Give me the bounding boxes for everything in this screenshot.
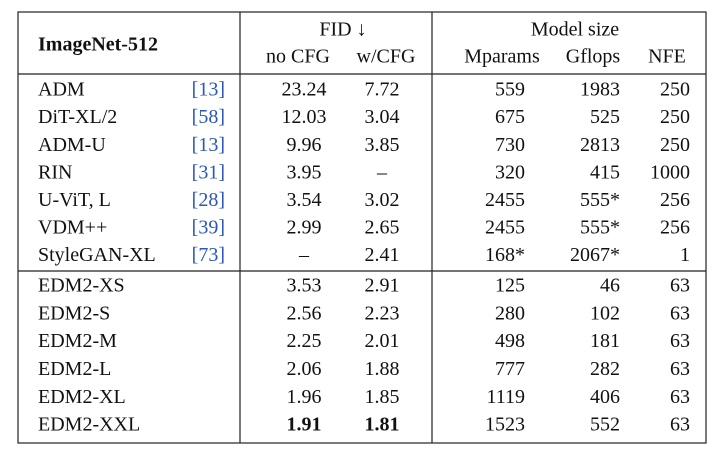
table-cell: 2067* xyxy=(570,244,620,266)
table-cell: 525 xyxy=(590,106,620,128)
table-cell: 1523 xyxy=(485,414,525,436)
method-name: EDM2-L xyxy=(38,358,111,380)
table-cell: 1.91 xyxy=(287,414,322,436)
table-cell: 2.56 xyxy=(287,302,322,324)
table-cell: 555* xyxy=(580,217,620,239)
table-cell: 63 xyxy=(670,330,690,352)
method-name: U-ViT, L xyxy=(38,189,111,211)
table-cell: 559 xyxy=(495,79,525,101)
header-cell: no CFG xyxy=(266,46,330,68)
citation: [13] xyxy=(192,134,225,156)
table-cell: 250 xyxy=(660,106,690,128)
table-cell: 168* xyxy=(485,244,525,266)
table-cell: 250 xyxy=(660,134,690,156)
method-name: DiT-XL/2 xyxy=(38,106,117,128)
header-cell: w/CFG xyxy=(357,46,416,68)
method-name: RIN xyxy=(38,161,72,183)
table-cell: – xyxy=(376,161,388,183)
header-group: Model size xyxy=(531,19,619,41)
method-name: EDM2-M xyxy=(38,330,117,352)
header-cell: Mparams xyxy=(464,46,540,68)
citation: [13] xyxy=(192,79,225,101)
method-name: EDM2-XXL xyxy=(38,414,140,436)
table-cell: 498 xyxy=(495,330,525,352)
table-cell: 280 xyxy=(495,302,525,324)
method-name: EDM2-XS xyxy=(38,275,125,297)
table-cell: 2.41 xyxy=(365,244,400,266)
table-cell: 3.04 xyxy=(365,106,400,128)
table-cell: 3.95 xyxy=(287,161,322,183)
table-cell: 1.85 xyxy=(365,386,400,408)
citation: [73] xyxy=(192,244,225,266)
table-cell: 555* xyxy=(580,189,620,211)
table-cell: 63 xyxy=(670,302,690,324)
table-cell: 2.99 xyxy=(287,217,322,239)
table-cell: 181 xyxy=(590,330,620,352)
citation: [31] xyxy=(192,161,225,183)
table-cell: 282 xyxy=(590,358,620,380)
table-cell: 63 xyxy=(670,414,690,436)
table-cell: 2455 xyxy=(485,189,525,211)
table-cell: 102 xyxy=(590,302,620,324)
table-cell: 2.65 xyxy=(365,217,400,239)
header-group: FID ↓ xyxy=(319,19,366,41)
method-name: StyleGAN-XL xyxy=(38,244,156,266)
table-cell: 250 xyxy=(660,79,690,101)
table-cell: 23.24 xyxy=(282,79,327,101)
header-cell: NFE xyxy=(648,46,686,68)
citation: [39] xyxy=(192,217,225,239)
header-cell: Gflops xyxy=(566,46,621,68)
method-name: ADM xyxy=(38,79,85,101)
table-cell: 320 xyxy=(495,161,525,183)
table-cell: 256 xyxy=(660,217,690,239)
table-cell: 730 xyxy=(495,134,525,156)
table-cell: 3.54 xyxy=(287,189,322,211)
table-cell: 3.53 xyxy=(287,275,322,297)
table-cell: 3.85 xyxy=(365,134,400,156)
method-name: ADM-U xyxy=(38,134,106,156)
table-cell: 63 xyxy=(670,358,690,380)
table-cell: 415 xyxy=(590,161,620,183)
table-cell: 12.03 xyxy=(282,106,327,128)
table-cell: 1119 xyxy=(486,386,525,408)
table-cell: 2.91 xyxy=(365,275,400,297)
table-border xyxy=(17,11,707,444)
table-cell: 9.96 xyxy=(287,134,322,156)
table-cell: 2.01 xyxy=(365,330,400,352)
table-cell: 63 xyxy=(670,275,690,297)
table-cell: 125 xyxy=(495,275,525,297)
method-name: EDM2-S xyxy=(38,302,110,324)
table-cell: 1983 xyxy=(580,79,620,101)
table-cell: 63 xyxy=(670,386,690,408)
table-cell: 552 xyxy=(590,414,620,436)
table-cell: 1.88 xyxy=(365,358,400,380)
table-cell: 2455 xyxy=(485,217,525,239)
table-cell: 7.72 xyxy=(365,79,400,101)
table-cell: 2.25 xyxy=(287,330,322,352)
table-cell: 3.02 xyxy=(365,189,400,211)
table-cell: 1.96 xyxy=(287,386,322,408)
table-cell: 675 xyxy=(495,106,525,128)
table-cell: – xyxy=(298,244,310,266)
citation: [58] xyxy=(192,106,225,128)
table-cell: 1000 xyxy=(650,161,690,183)
table-cell: 2.23 xyxy=(365,302,400,324)
table-cell: 2813 xyxy=(580,134,620,156)
method-name: EDM2-XL xyxy=(38,386,126,408)
header-title: ImageNet-512 xyxy=(38,34,158,56)
table-cell: 2.06 xyxy=(287,358,322,380)
table-cell: 46 xyxy=(600,275,620,297)
method-name: VDM++ xyxy=(38,217,107,239)
table-cell: 256 xyxy=(660,189,690,211)
citation: [28] xyxy=(192,189,225,211)
table-cell: 406 xyxy=(590,386,620,408)
table-cell: 1.81 xyxy=(365,414,400,436)
table-cell: 777 xyxy=(495,358,525,380)
table-cell: 1 xyxy=(680,244,690,266)
